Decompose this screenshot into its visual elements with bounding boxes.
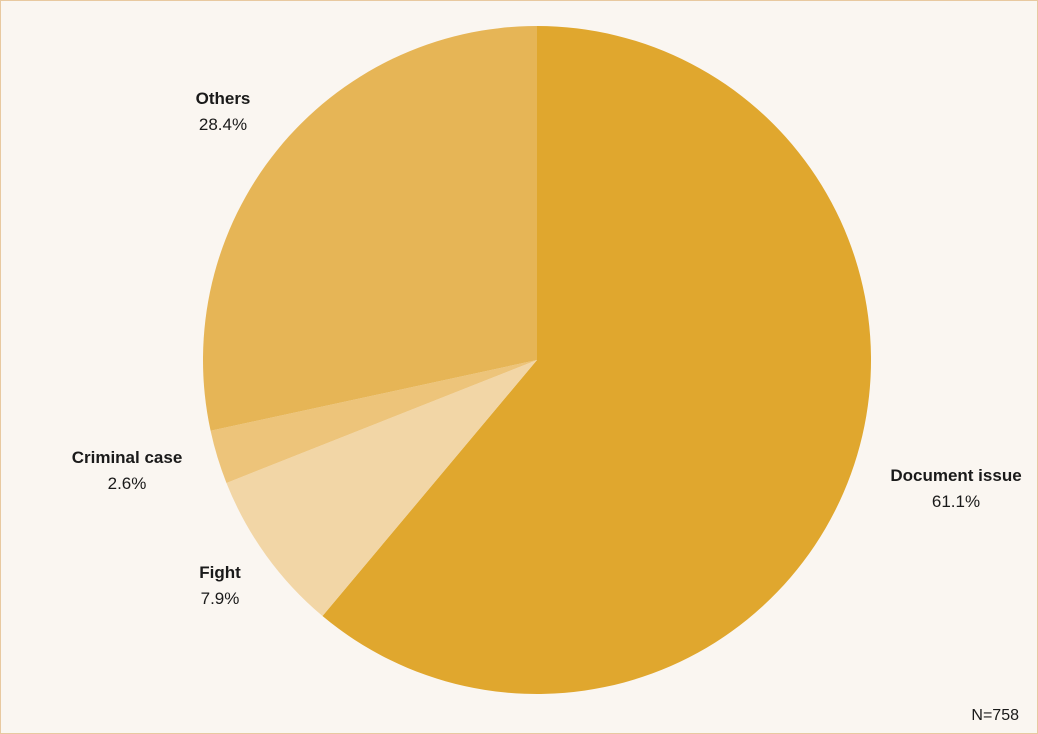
slice-value-fight: 7.9% — [201, 589, 240, 608]
slice-value-document-issue: 61.1% — [932, 492, 980, 511]
slice-label-others: Others — [196, 89, 251, 108]
slice-label-fight: Fight — [199, 563, 241, 582]
pie-slice-fight — [226, 360, 537, 617]
pie-slice-criminal-case — [210, 360, 537, 483]
slice-label-criminal-case: Criminal case — [72, 448, 183, 467]
pie-slice-others — [202, 26, 537, 431]
sample-size-note: N=758 — [971, 707, 1019, 724]
slice-value-criminal-case: 2.6% — [108, 474, 147, 493]
pie-slice-document-issue — [322, 25, 872, 694]
slice-value-others: 28.4% — [199, 115, 247, 134]
slice-label-document-issue: Document issue — [890, 466, 1021, 485]
